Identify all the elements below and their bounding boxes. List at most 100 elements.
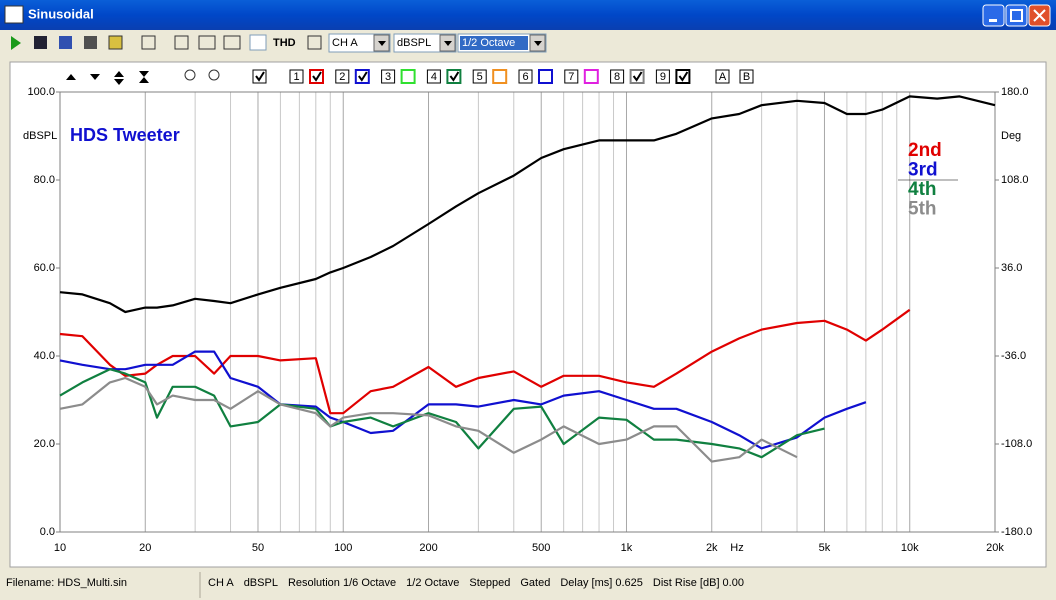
save-button[interactable] — [34, 36, 47, 49]
status-items: CH A dBSPL Resolution 1/6 Octave 1/2 Octave… — [208, 577, 744, 589]
series-line — [59, 350, 867, 450]
tool-button[interactable] — [223, 35, 241, 50]
toggle-label-box — [472, 69, 487, 84]
x-tick-label: 50 — [252, 542, 264, 554]
toggle-checkbox[interactable] — [583, 69, 599, 84]
status-filename: Filename: HDS_Multi.sin — [6, 577, 127, 589]
x-tick-label: 200 — [419, 542, 437, 554]
toggle-label-box — [655, 69, 670, 84]
status-item: Dist Rise [dB] 0.00 — [653, 577, 744, 589]
status-item: CH A — [208, 577, 234, 589]
toggle-label-box — [610, 69, 625, 84]
x-tick-label: 1k — [621, 542, 633, 554]
toggle-label-box — [518, 69, 533, 84]
status-item: 1/2 Octave — [406, 577, 459, 589]
x-tick-label: 5k — [819, 542, 831, 554]
annotation: HDS Tweeter — [70, 125, 180, 145]
y-tick-label: 0.0 — [40, 526, 55, 538]
y-tick-label: 100.0 — [27, 86, 55, 98]
legend-entry: 2nd — [908, 140, 942, 161]
status-bar — [0, 570, 1056, 600]
x-tick-label: 10k — [901, 542, 919, 554]
series-line — [59, 368, 825, 459]
legend-entry: 3rd — [908, 160, 938, 181]
window-title: Sinusoidal — [28, 6, 94, 21]
y-tick-label: 80.0 — [34, 174, 55, 186]
toggle-checkbox[interactable] — [400, 69, 416, 84]
toggle-label: 7 — [568, 71, 574, 83]
smoothing-value: 1/2 Octave — [462, 37, 515, 49]
unit-value: dBSPL — [397, 37, 431, 49]
marker-box[interactable] — [739, 69, 754, 84]
y2-tick-label: -108.0 — [1001, 438, 1032, 450]
y2-tick-label: 108.0 — [1001, 174, 1029, 186]
maximize-button[interactable] — [1005, 4, 1028, 27]
legend-entry: 4th — [908, 179, 937, 200]
marker-box[interactable] — [715, 69, 730, 84]
status-item: Resolution 1/6 Octave — [288, 577, 396, 589]
scroll-buttons[interactable] — [66, 71, 149, 85]
dropdown-arrow — [534, 41, 542, 46]
check-mark — [632, 71, 643, 82]
toggle-label: 5 — [477, 71, 483, 83]
toggle-label: 9 — [660, 71, 666, 83]
toggle-label-box — [564, 69, 579, 84]
y2-tick-label: 36.0 — [1001, 262, 1022, 274]
tool-button[interactable] — [84, 36, 97, 49]
tool-button[interactable] — [307, 35, 322, 50]
check-mark — [449, 71, 460, 82]
legend-entry: 5th — [908, 199, 937, 220]
selection-highlight — [460, 36, 528, 50]
toggle-label-box — [381, 69, 396, 84]
app-icon — [4, 5, 24, 24]
minimize-button[interactable] — [982, 4, 1005, 27]
tool-button[interactable] — [249, 34, 267, 51]
maximize-icon — [1010, 9, 1023, 22]
toggle-label: 1 — [293, 71, 299, 83]
series-line — [59, 95, 996, 314]
chart: 10 20 50 100 200 500 1k 2k 5k 10k 20k Hz 0.0 20.0 40.0… — [23, 86, 1032, 554]
status-item: dBSPL — [244, 577, 278, 589]
x-tick-label: 10 — [54, 542, 66, 554]
plot-frame — [59, 91, 996, 533]
toggle-label-box — [426, 69, 441, 84]
x-unit-label: Hz — [730, 542, 743, 554]
x-tick-label: 500 — [532, 542, 550, 554]
toggle-checkbox[interactable] — [538, 69, 553, 84]
toggle-label-box — [289, 69, 304, 84]
toggle-label: 4 — [431, 71, 437, 83]
tool-button[interactable] — [141, 35, 156, 50]
tool-button[interactable] — [198, 35, 216, 50]
x-tick-label: 20k — [986, 542, 1004, 554]
check-mark — [678, 71, 689, 82]
dropdown-arrow — [378, 41, 386, 46]
tool-button[interactable] — [108, 35, 123, 50]
toggle-checkbox[interactable] — [492, 69, 508, 84]
y2-axis-label: Deg — [1001, 130, 1021, 142]
x-tick-label: 20 — [139, 542, 151, 554]
run-button[interactable] — [11, 36, 21, 50]
x-tick-label: 2k — [706, 542, 718, 554]
chart-panel — [9, 61, 1047, 568]
tool-button[interactable] — [174, 35, 189, 50]
y-tick-label: 60.0 — [34, 262, 55, 274]
toggle-label-box — [335, 69, 350, 84]
status-item: Gated — [520, 577, 550, 589]
y2-tick-label: 180.0 — [1001, 86, 1029, 98]
marker-label: B — [743, 71, 750, 83]
marker-label: A — [719, 71, 727, 83]
zoom-in-button[interactable] — [184, 69, 196, 81]
toggle-label: 8 — [614, 71, 620, 83]
y-tick-label: 40.0 — [34, 350, 55, 362]
dropdown-arrow — [444, 41, 452, 46]
minimize-icon — [989, 19, 997, 22]
y-axis-label: dBSPL — [23, 130, 57, 142]
thd-button[interactable]: THD — [273, 37, 296, 49]
channel-value: CH A — [332, 37, 358, 49]
tool-button[interactable] — [59, 36, 72, 49]
zoom-out-button[interactable] — [208, 69, 220, 81]
series-line — [59, 376, 798, 463]
series-line — [59, 308, 911, 415]
